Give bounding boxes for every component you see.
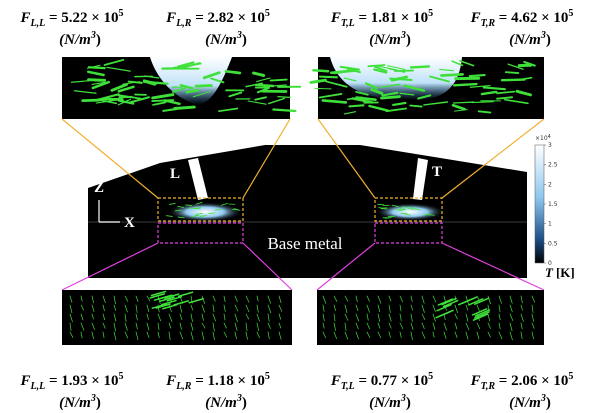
arrow — [378, 204, 384, 205]
arrow — [226, 71, 240, 73]
axis-label: X — [124, 215, 135, 231]
arrow — [385, 218, 391, 219]
arrow — [278, 97, 290, 98]
arrow — [273, 109, 295, 110]
force-unit: (N/m3) — [205, 30, 247, 48]
force-label: FL,R = 2.82 × 105 — [165, 8, 270, 29]
arrow — [337, 71, 358, 72]
force-unit: (N/m3) — [369, 393, 411, 411]
arrow — [152, 100, 173, 101]
force-unit: (N/m3) — [509, 393, 551, 411]
arrow — [196, 85, 211, 86]
force-label: FT,L = 1.81 × 105 — [330, 8, 433, 29]
torch-label: L — [170, 166, 180, 182]
force-unit: (N/m3) — [59, 30, 101, 48]
arrow — [209, 213, 215, 214]
force-label: FL,R = 1.18 × 105 — [165, 371, 270, 392]
arrow — [129, 82, 142, 83]
torch-label: T — [432, 164, 442, 180]
arrow — [102, 99, 122, 100]
region-label: Base metal — [267, 234, 342, 253]
force-unit: (N/m3) — [509, 30, 551, 48]
arrow — [506, 72, 519, 73]
figure: Z X L T Base metal ×104 32.521.510.50 T[… — [0, 0, 595, 413]
colorbar-label: T[K] — [545, 265, 575, 280]
weld-pool — [167, 202, 243, 222]
arrow — [479, 111, 491, 112]
main-panel — [88, 145, 527, 278]
colorbar-tick-label: 2.5 — [548, 162, 558, 169]
force-label: FL,L = 1.93 × 105 — [19, 371, 123, 392]
force-label: FT,R = 4.62 × 105 — [470, 8, 574, 29]
arrow — [428, 215, 434, 216]
arrow — [470, 75, 485, 76]
axis-label: Z — [94, 180, 104, 196]
arrow — [320, 77, 337, 78]
force-unit: (N/m3) — [59, 393, 101, 411]
force-label: FL,L = 5.22 × 105 — [19, 8, 123, 29]
colorbar-tick-label: 3 — [548, 142, 552, 149]
arrow — [411, 66, 429, 67]
force-unit: (N/m3) — [205, 393, 247, 411]
colorbar-tick-label: 1 — [548, 221, 552, 228]
colorbar-tick-label: 0.5 — [548, 240, 558, 247]
force-label: FT,L = 0.77 × 105 — [330, 371, 433, 392]
arrow — [89, 80, 105, 81]
colorbar-tick-label: 1.5 — [548, 201, 558, 208]
arrow — [441, 74, 462, 75]
force-unit: (N/m3) — [369, 30, 411, 48]
inset-bottom-right — [317, 290, 544, 345]
arrow — [315, 88, 331, 89]
arrow — [349, 105, 363, 106]
arrow — [175, 107, 194, 108]
colorbar — [535, 145, 544, 263]
colorbar-tick-label: 2 — [548, 181, 552, 188]
force-label: FT,R = 2.06 × 105 — [470, 371, 574, 392]
arrow — [410, 106, 421, 107]
arrow — [454, 84, 476, 85]
colorbar-multiplier: ×104 — [535, 134, 551, 142]
arrow — [381, 97, 399, 99]
arrow — [271, 80, 287, 81]
colorbar-ticks: 32.521.510.50 — [544, 142, 558, 267]
arrow — [314, 70, 329, 71]
